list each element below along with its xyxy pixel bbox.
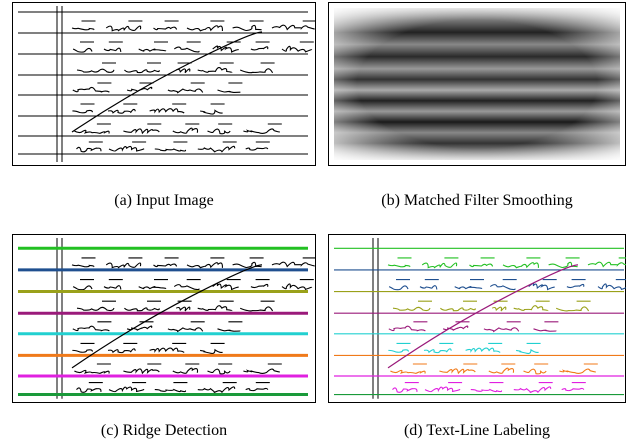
caption: (d) Text-Line Labeling [322,422,632,440]
caption: (b) Matched Filter Smoothing [322,192,632,210]
caption: (c) Ridge Detection [9,422,319,440]
caption: (a) Input Image [9,192,319,210]
ridge-image [12,234,316,403]
input-image [12,2,316,166]
labeled-image [328,234,626,403]
figure: (a) Input Image (b) Matched Filter Smoot… [0,0,635,448]
smoothed-image [328,2,626,166]
